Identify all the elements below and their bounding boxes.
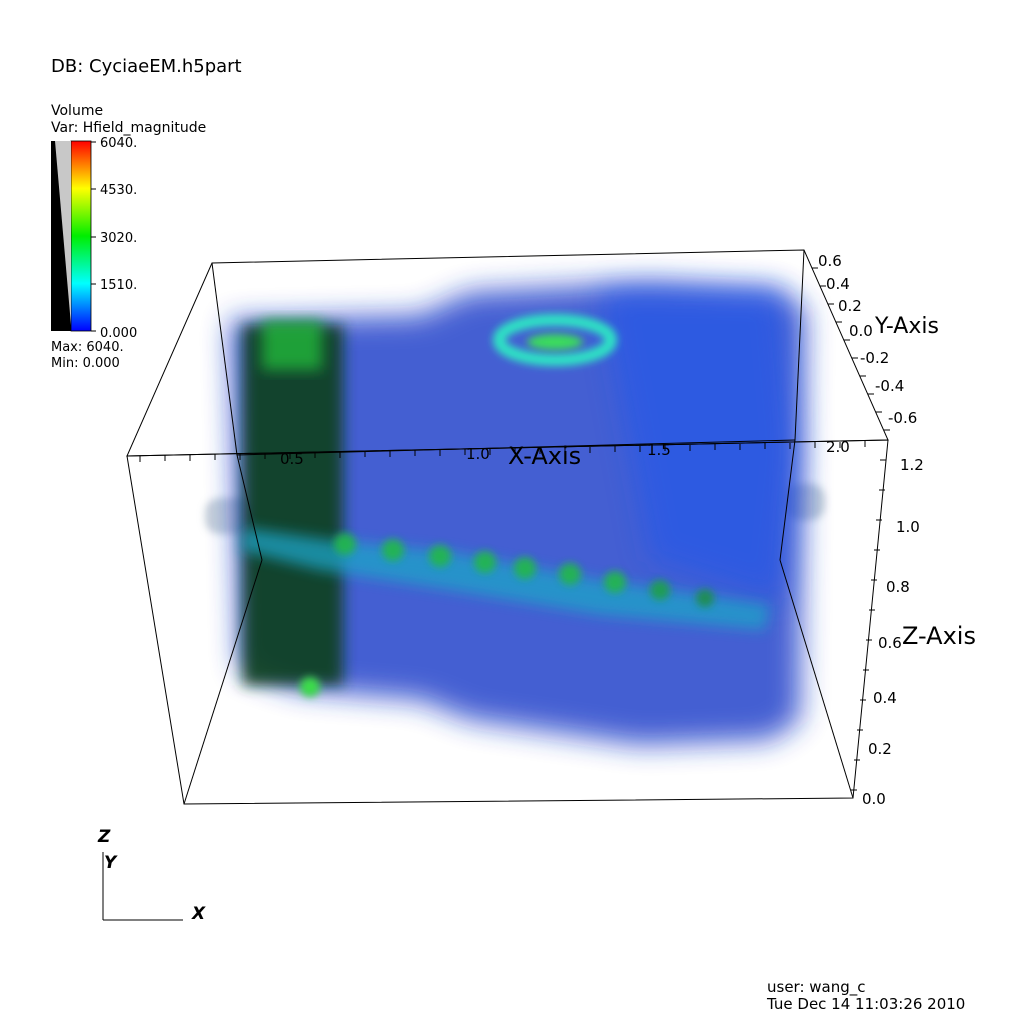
x-tick-label: 1.5 bbox=[647, 441, 671, 459]
volume-rendering bbox=[205, 282, 825, 745]
y-axis-labels: 0.6 0.4 0.2 0.0 -0.2 -0.4 -0.6 Y-Axis bbox=[818, 252, 939, 427]
legend-max: Max: 6040. bbox=[51, 340, 124, 355]
timestamp: Tue Dec 14 11:03:26 2010 bbox=[767, 995, 966, 1013]
y-axis-title: Y-Axis bbox=[874, 314, 939, 339]
x-tick-label: 2.0 bbox=[826, 438, 850, 456]
z-tick-label: 0.2 bbox=[868, 740, 892, 758]
legend-colorbar bbox=[70, 140, 92, 332]
legend-tick: 6040. bbox=[100, 136, 137, 151]
axis-triad: Z Y X bbox=[97, 827, 206, 924]
z-tick-label: 1.0 bbox=[896, 518, 920, 536]
z-tick-label: 0.0 bbox=[862, 790, 886, 808]
legend-tick: 1510. bbox=[100, 278, 137, 293]
z-axis-title: Z-Axis bbox=[902, 622, 976, 650]
y-tick-label: 0.2 bbox=[838, 297, 862, 315]
legend-tick: 4530. bbox=[100, 183, 137, 198]
x-tick-label: 1.0 bbox=[466, 445, 490, 463]
z-tick-label: 0.6 bbox=[878, 634, 902, 652]
axis-ticks bbox=[139, 267, 890, 791]
legend-tick: 3020. bbox=[100, 231, 137, 246]
z-axis-labels: 1.2 1.0 0.8 0.6 0.4 0.2 0.0 Z-Axis bbox=[862, 456, 976, 808]
bounding-box bbox=[126, 249, 889, 805]
triad-x-label: X bbox=[191, 904, 206, 924]
y-tick-label: -0.2 bbox=[860, 349, 889, 367]
y-tick-label: -0.4 bbox=[875, 377, 904, 395]
legend-min: Min: 0.000 bbox=[51, 356, 120, 371]
database-title: DB: CyciaeEM.h5part bbox=[51, 56, 242, 77]
z-tick-label: 1.2 bbox=[900, 456, 924, 474]
x-axis-title: X-Axis bbox=[508, 442, 581, 470]
legend-plot-type: Volume bbox=[51, 103, 104, 119]
y-tick-label: 0.4 bbox=[826, 275, 850, 293]
color-legend: 6040. 4530. 3020. 1510. 0.000 bbox=[51, 136, 137, 341]
z-tick-label: 0.8 bbox=[886, 578, 910, 596]
x-tick-label: 0.5 bbox=[280, 450, 304, 468]
y-tick-label: -0.6 bbox=[888, 409, 917, 427]
x-axis-labels: 0.5 1.0 1.5 2.0 X-Axis bbox=[280, 438, 850, 470]
user-label: user: wang_c bbox=[767, 978, 866, 996]
y-tick-label: 0.0 bbox=[849, 322, 873, 340]
z-tick-label: 0.4 bbox=[873, 689, 897, 707]
legend-variable: Var: Hfield_magnitude bbox=[51, 120, 207, 136]
legend-tick: 0.000 bbox=[100, 326, 137, 341]
triad-y-label: Y bbox=[104, 853, 118, 873]
y-tick-label: 0.6 bbox=[818, 252, 842, 270]
triad-z-label: Z bbox=[97, 827, 111, 847]
